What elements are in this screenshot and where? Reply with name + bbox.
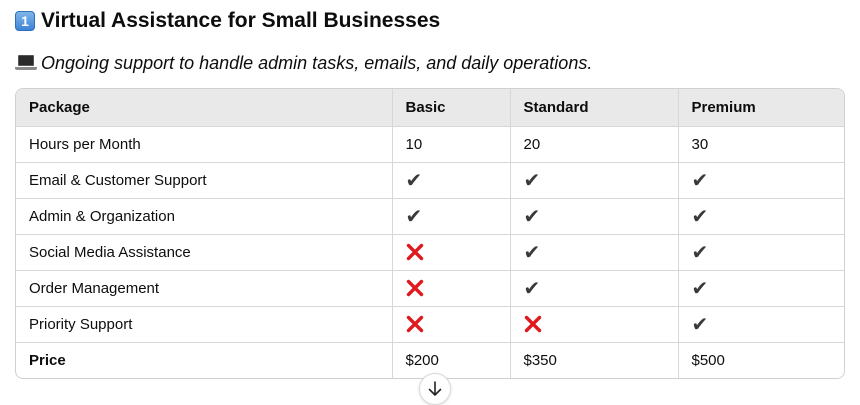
- included-cell: ✔: [678, 270, 844, 307]
- excluded-cell: [392, 306, 511, 343]
- check-icon: ✔: [405, 167, 423, 192]
- included-cell: ✔: [510, 198, 679, 235]
- price-cell: $200: [392, 342, 511, 378]
- included-cell: ✔: [678, 306, 844, 343]
- feature-cell: Price: [16, 342, 393, 378]
- included-cell: ✔: [510, 234, 679, 271]
- cross-icon: [524, 315, 541, 333]
- number-badge-icon: 1: [15, 11, 35, 31]
- table-header-row: Package Basic Standard Premium: [16, 89, 844, 127]
- table-row: Order Management ✔ ✔: [16, 270, 844, 307]
- table-row: Admin & Organization ✔ ✔ ✔: [16, 198, 844, 235]
- column-header-standard: Standard: [510, 89, 679, 127]
- check-icon: ✔: [691, 167, 709, 192]
- feature-cell: Email & Customer Support: [16, 162, 393, 199]
- check-icon: ✔: [691, 239, 709, 264]
- value-cell: 20: [510, 126, 679, 163]
- included-cell: ✔: [678, 162, 844, 199]
- laptop-icon: [15, 54, 37, 72]
- check-icon: ✔: [691, 203, 709, 228]
- check-icon: ✔: [523, 239, 541, 264]
- price-cell: $350: [510, 342, 679, 378]
- check-icon: ✔: [691, 275, 709, 300]
- check-icon: ✔: [523, 203, 541, 228]
- excluded-cell: [510, 306, 679, 343]
- included-cell: ✔: [392, 198, 511, 235]
- feature-cell: Social Media Assistance: [16, 234, 393, 271]
- included-cell: ✔: [392, 162, 511, 199]
- value-cell: 10: [392, 126, 511, 163]
- column-header-premium: Premium: [678, 89, 844, 127]
- table-row: Priority Support ✔: [16, 306, 844, 343]
- feature-cell: Admin & Organization: [16, 198, 393, 235]
- column-header-package: Package: [16, 89, 393, 127]
- feature-cell: Order Management: [16, 270, 393, 307]
- cross-icon: [406, 243, 423, 261]
- arrow-down-icon: [428, 381, 442, 396]
- cross-icon: [406, 279, 423, 297]
- included-cell: ✔: [678, 234, 844, 271]
- section-title: Virtual Assistance for Small Businesses: [41, 9, 441, 32]
- included-cell: ✔: [510, 162, 679, 199]
- pricing-table: Package Basic Standard Premium Hours per…: [15, 88, 845, 379]
- check-icon: ✔: [523, 275, 541, 300]
- table-row: Social Media Assistance ✔ ✔: [16, 234, 844, 271]
- scroll-down-button[interactable]: [419, 373, 451, 405]
- excluded-cell: [392, 270, 511, 307]
- table-row: Hours per Month 10 20 30: [16, 126, 844, 163]
- subtitle-text: Ongoing support to handle admin tasks, e…: [41, 52, 593, 73]
- included-cell: ✔: [510, 270, 679, 307]
- column-header-basic: Basic: [392, 89, 511, 127]
- table-row: Email & Customer Support ✔ ✔ ✔: [16, 162, 844, 199]
- price-cell: $500: [691, 351, 725, 369]
- value-cell: 30: [678, 126, 844, 163]
- check-icon: ✔: [405, 203, 423, 228]
- included-cell: ✔: [678, 198, 844, 235]
- section-heading: 1 Virtual Assistance for Small Businesse…: [15, 6, 440, 36]
- check-icon: ✔: [523, 167, 541, 192]
- cross-icon: [406, 315, 423, 333]
- check-icon: ✔: [691, 311, 709, 336]
- feature-cell: Hours per Month: [16, 126, 393, 163]
- feature-cell: Priority Support: [16, 306, 393, 343]
- excluded-cell: [392, 234, 511, 271]
- section-subtitle: Ongoing support to handle admin tasks, e…: [15, 50, 592, 76]
- table-row: Price $200 $350 $500: [16, 342, 844, 378]
